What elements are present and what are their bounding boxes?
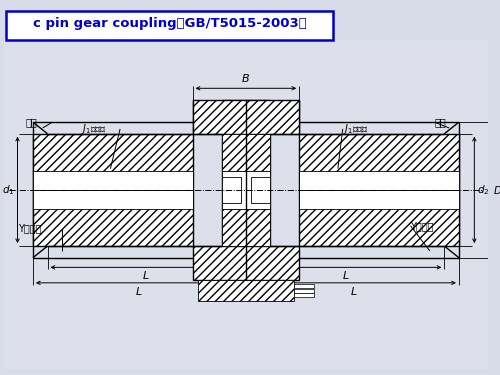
Bar [222, 134, 270, 171]
Text: 标志: 标志 [25, 117, 37, 127]
Text: Y型轴孔: Y型轴孔 [18, 224, 42, 234]
Text: L: L [136, 287, 141, 297]
Text: $J_1$型轴孔: $J_1$型轴孔 [82, 122, 108, 136]
Text: L: L [350, 287, 356, 297]
Bar [299, 190, 459, 246]
Bar [33, 134, 192, 190]
Bar [294, 289, 314, 292]
Text: c pin gear coupling（GB/T5015-2003）: c pin gear coupling（GB/T5015-2003） [32, 17, 306, 30]
Bar [33, 190, 192, 209]
Bar [222, 209, 270, 246]
Text: L: L [142, 271, 149, 281]
Text: $D$: $D$ [492, 184, 500, 196]
Bar [294, 294, 314, 297]
Bar [222, 100, 270, 280]
Text: s: s [244, 271, 248, 281]
Bar [192, 246, 299, 280]
Text: $d_2$: $d_2$ [478, 183, 490, 197]
Bar [299, 134, 459, 190]
Bar [33, 190, 192, 246]
Bar [33, 171, 192, 190]
Text: L: L [343, 271, 349, 281]
Bar [222, 171, 270, 209]
Bar [198, 280, 294, 301]
Text: Y型轴孔: Y型轴孔 [410, 221, 434, 231]
Bar [192, 100, 299, 134]
Text: $J_1$型轴孔: $J_1$型轴孔 [342, 122, 368, 136]
Bar [299, 171, 459, 190]
Bar [222, 177, 241, 203]
Bar [6, 11, 333, 40]
Bar [251, 177, 270, 203]
Text: 标志: 标志 [434, 117, 446, 127]
Bar [299, 190, 459, 209]
Bar [294, 284, 314, 288]
Text: $d_1$: $d_1$ [2, 183, 14, 197]
Text: B: B [242, 74, 250, 84]
